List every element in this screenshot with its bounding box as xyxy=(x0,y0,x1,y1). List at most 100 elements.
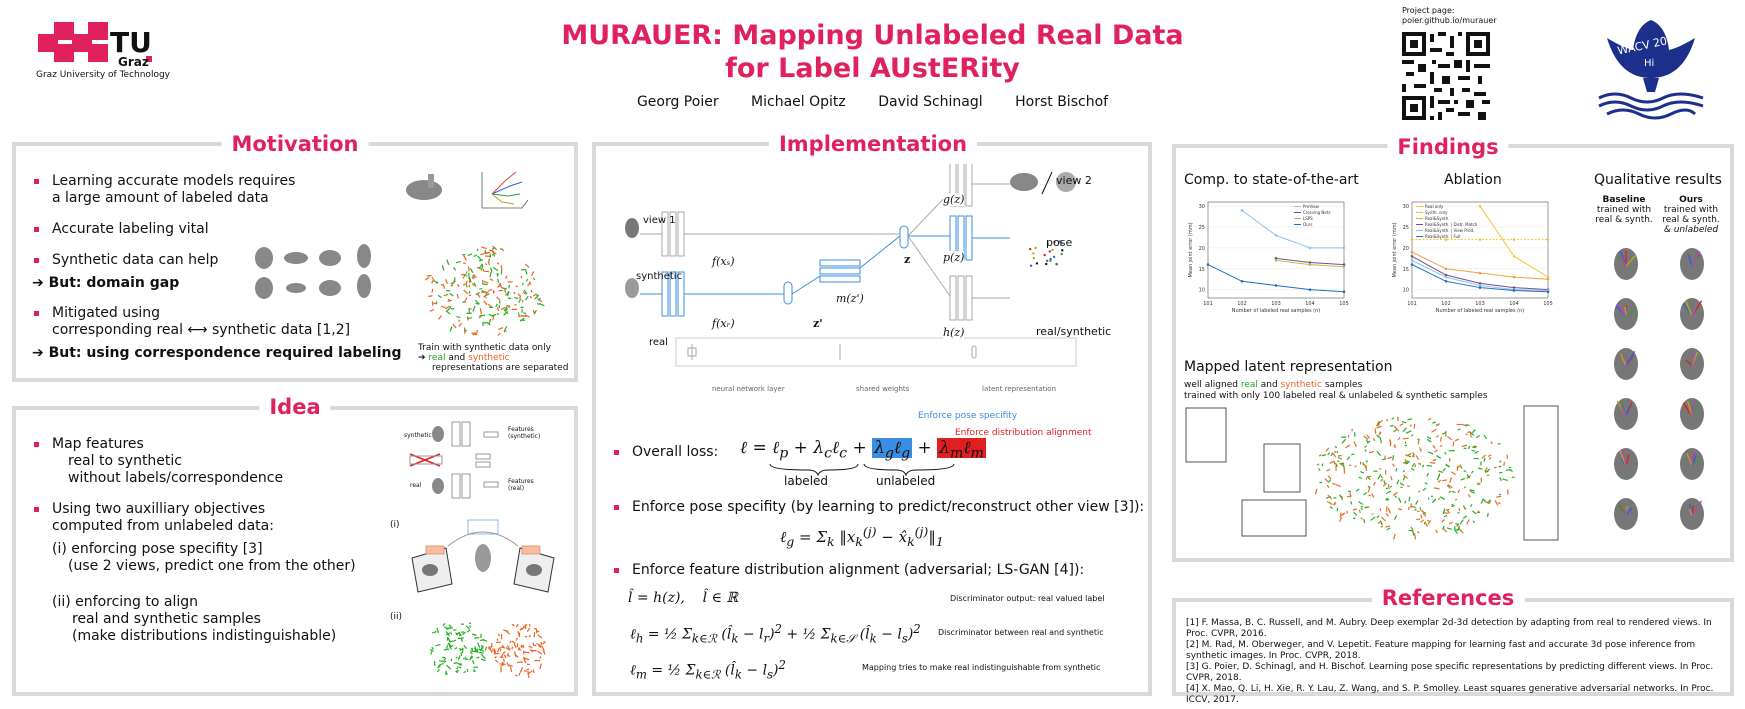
idea-line: (i) enforcing pose specifity [3] xyxy=(52,541,263,557)
scatter-mark xyxy=(1497,502,1501,505)
scatter-mark xyxy=(524,269,528,275)
pose-point xyxy=(1029,247,1032,251)
scatter-mark xyxy=(1429,461,1436,464)
scatter-mark xyxy=(1321,454,1327,457)
x-axis-label: Number of labeled real samples (n) xyxy=(1436,308,1525,314)
scatter-mark xyxy=(1467,494,1471,498)
legend-label: Real&Synth. | Full xyxy=(1425,234,1460,239)
scatter-mark xyxy=(1387,507,1392,514)
scatter-mark xyxy=(1487,499,1492,504)
scatter-mark xyxy=(1327,494,1333,500)
author: David Schinagl xyxy=(878,94,983,110)
scatter-mark xyxy=(488,318,492,325)
pose-point xyxy=(1053,240,1056,244)
scatter-mark xyxy=(1469,431,1472,438)
arch-hz: h(z) xyxy=(943,326,965,339)
reference-item: [1] F. Massa, B. C. Russell, and M. Aubr… xyxy=(1186,618,1712,639)
scatter-mark xyxy=(534,294,540,300)
scatter-mark xyxy=(1436,455,1442,459)
scatter-mark xyxy=(490,267,493,273)
scatter-mark xyxy=(504,289,507,294)
scatter-mark xyxy=(1427,417,1432,421)
scatter-mark xyxy=(500,306,506,310)
scatter-mark xyxy=(487,646,491,650)
project-url[interactable]: poier.github.io/murauer xyxy=(1402,16,1497,25)
data-point xyxy=(1308,288,1312,291)
scatter-mark xyxy=(518,298,522,304)
motivation-caption: Train with synthetic data only ➔ real an… xyxy=(418,343,578,373)
scatter-mark xyxy=(479,287,483,290)
scatter-mark xyxy=(482,283,488,286)
scatter-mark xyxy=(1471,429,1476,434)
scatter-mark xyxy=(1421,464,1425,468)
scatter-mark xyxy=(1385,487,1388,490)
scatter-mark xyxy=(1437,470,1444,473)
data-point xyxy=(1274,284,1278,287)
scatter-mark xyxy=(1402,427,1407,433)
scatter-mark xyxy=(1406,452,1412,457)
qr-code[interactable] xyxy=(1402,32,1490,120)
scatter-mark xyxy=(524,295,529,301)
arch-fxs: f(xₛ) xyxy=(712,255,735,268)
motivation-bullet: Mitigated using corresponding real ⟷ syn… xyxy=(32,305,412,339)
scatter-mark xyxy=(502,658,505,662)
scatter-mark xyxy=(471,660,475,665)
scatter-mark xyxy=(483,321,488,324)
scatter-mark xyxy=(524,624,527,629)
scatter-mark xyxy=(1475,435,1481,439)
legend-label: Real only xyxy=(1425,204,1444,209)
fig-synthetic-label: synthetic xyxy=(404,432,432,439)
scatter-mark xyxy=(1334,462,1339,467)
scatter-mark xyxy=(1346,456,1351,461)
scatter-mark xyxy=(1404,441,1407,444)
scatter-mark xyxy=(1386,527,1391,531)
scatter-mark xyxy=(1395,468,1398,472)
scatter-mark xyxy=(456,662,462,666)
scatter-mark xyxy=(438,662,444,666)
scatter-mark xyxy=(1416,531,1420,534)
legend-label: LSPS xyxy=(1303,216,1313,221)
scatter-mark xyxy=(476,292,481,298)
scatter-mark xyxy=(463,289,469,295)
arch-pz: p(z) xyxy=(943,251,965,264)
scatter-mark xyxy=(503,325,508,332)
dist-align-bullet: Enforce feature distribution alignment (… xyxy=(612,562,1152,579)
baseline-head: Baseline xyxy=(1602,195,1646,205)
scatter-mark xyxy=(1442,528,1448,533)
scatter-mark xyxy=(1421,509,1426,515)
scatter-mark xyxy=(1399,423,1404,427)
scatter-mark xyxy=(492,290,495,294)
x-axis-label: Number of labeled real samples (n) xyxy=(1232,308,1321,314)
scatter-mark xyxy=(444,278,449,284)
mapped-desc: well aligned real and synthetic samples … xyxy=(1184,380,1488,402)
scatter-mark xyxy=(1385,497,1389,500)
scatter-mark xyxy=(463,255,467,261)
pose-point xyxy=(1043,253,1046,257)
scatter-mark xyxy=(491,246,496,250)
scatter-mark xyxy=(1449,477,1452,484)
scatter-mark xyxy=(1502,478,1508,482)
scatter-mark xyxy=(1352,508,1357,511)
scatter-mark xyxy=(501,651,506,657)
scatter-mark xyxy=(524,314,530,318)
scatter-mark xyxy=(1404,461,1407,464)
scatter-mark xyxy=(1360,517,1363,520)
scatter-mark xyxy=(1445,463,1450,468)
scatter-mark xyxy=(1348,490,1351,493)
scatter-mark xyxy=(532,642,535,646)
scatter-mark xyxy=(1467,430,1471,434)
scatter-mark xyxy=(538,297,542,301)
y-tick-label: 10 xyxy=(1199,288,1205,294)
scatter-mark xyxy=(445,293,449,296)
distribution-scatter xyxy=(420,608,555,688)
scatter-mark xyxy=(515,285,519,288)
arch-pose: pose xyxy=(1046,236,1073,249)
scatter-mark xyxy=(1318,468,1321,471)
reference-item: [2] M. Rad, M. Oberweger, and V. Lepetit… xyxy=(1186,640,1696,661)
idea-line: without labels/correspondence xyxy=(68,470,284,486)
scatter-mark xyxy=(469,267,474,274)
eq3-note: Mapping tries to make real indistinguish… xyxy=(862,663,1101,672)
caption-line1: Train with synthetic data only xyxy=(418,343,551,353)
idea-line: Map features xyxy=(52,436,144,452)
pose-bone xyxy=(1622,449,1627,467)
